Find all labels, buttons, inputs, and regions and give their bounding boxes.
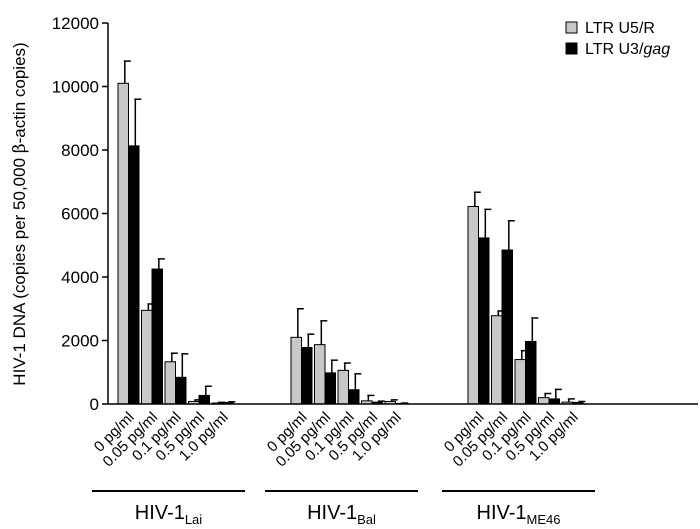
bar-u3gag (348, 389, 360, 405)
bars-layer (117, 82, 584, 405)
group-label-subscript: ME46 (527, 512, 561, 527)
group-label: HIV-1Bal (307, 502, 376, 527)
bar-u5r (141, 309, 153, 405)
legend-label: LTR U3/gag (585, 41, 670, 58)
y-tick-label: 4000 (61, 268, 99, 287)
group-label-main: HIV-1 (477, 502, 527, 524)
bar-u3gag (324, 372, 336, 405)
group-label-subscript: Bal (357, 512, 376, 527)
y-axis-label-beta: β (10, 143, 30, 153)
group-label-main: HIV-1 (135, 502, 185, 524)
bar-u3gag (301, 346, 313, 405)
bar-u5r (538, 397, 550, 405)
legend-swatch (565, 21, 578, 34)
y-axis-label-prefix: HIV-1 DNA (copies per 50,000 (10, 153, 29, 385)
group-label-main: HIV-1 (307, 502, 357, 524)
bar-u3gag (128, 145, 140, 405)
y-tick-label: 6000 (61, 205, 99, 224)
legend-label: LTR U5/R (585, 20, 655, 37)
legend-label-text: LTR U3/ (585, 41, 644, 58)
y-tick-label: 2000 (61, 332, 99, 351)
bar-u3gag (151, 268, 163, 405)
bar-u3gag (548, 398, 560, 405)
bar-u5r (290, 336, 302, 405)
y-tick-label: 0 (90, 395, 99, 414)
legend-label-italic: gag (643, 41, 670, 58)
error-bars-layer (123, 60, 586, 404)
legend: LTR U5/R LTR U3/gag (565, 20, 670, 58)
group-label: HIV-1ME46 (477, 502, 561, 527)
y-axis-label: HIV-1 DNA (copies per 50,000 β-actin cop… (10, 42, 30, 385)
y-tick-label: 10000 (52, 78, 99, 97)
bar-u3gag (501, 249, 513, 405)
bar-u5r (117, 82, 129, 405)
bar-u5r (337, 369, 349, 405)
bar-u3gag (478, 237, 490, 405)
bar-u5r (491, 315, 503, 405)
bar-u5r (467, 206, 479, 405)
y-tick-label: 8000 (61, 141, 99, 160)
legend-label-text: LTR U5/R (585, 20, 655, 37)
y-tick-label: 12000 (52, 14, 99, 33)
bar-u5r (164, 361, 176, 405)
bar-u3gag (175, 376, 187, 405)
group-label: HIV-1Lai (135, 502, 202, 527)
legend-swatch (565, 42, 578, 55)
y-axis: 0 2000 4000 6000 8000 10000 12000 (52, 14, 109, 414)
group-labels: HIV-1Lai HIV-1Bal HIV-1ME46 (92, 490, 595, 527)
bar-u5r (314, 344, 326, 405)
x-axis: 0 pg/ml0.05 pg/ml0.1 pg/ml0.5 pg/ml1.0 p… (91, 403, 698, 470)
group-label-subscript: Lai (185, 512, 202, 527)
y-axis-label-suffix: -actin copies) (10, 42, 29, 143)
bar-u5r (514, 359, 526, 405)
